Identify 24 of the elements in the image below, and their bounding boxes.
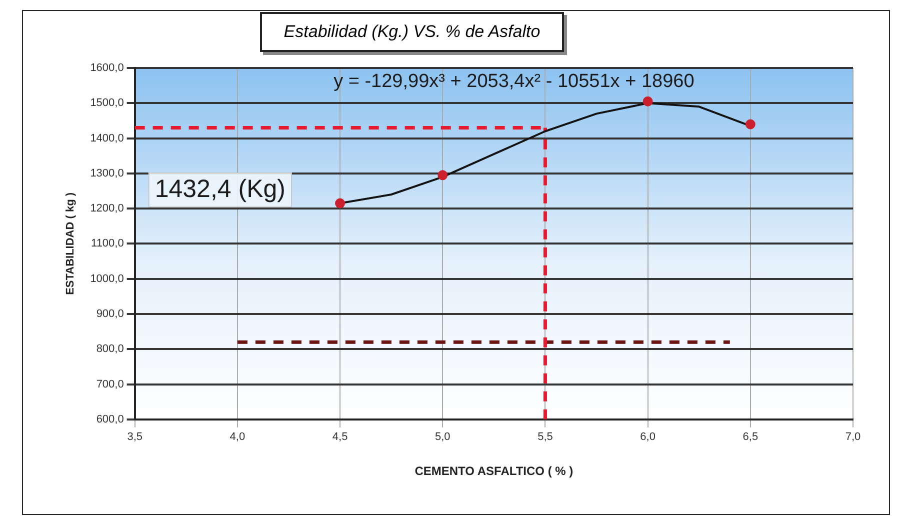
y-tick-label: 900,0 — [96, 308, 124, 320]
x-tick-label: 7,0 — [845, 431, 861, 444]
x-tick-label: 3,5 — [127, 431, 142, 444]
y-tick-label: 700,0 — [96, 378, 124, 390]
y-tick-label: 1600,0 — [90, 62, 124, 74]
y-tick-label: 800,0 — [96, 343, 124, 356]
chart-title: Estabilidad (Kg.) VS. % de Asfalto — [260, 12, 564, 52]
x-tick-label: 6,5 — [742, 431, 758, 444]
y-tick-label: 1000,0 — [90, 272, 124, 285]
annotation: 1432,4 (Kg) — [154, 174, 286, 203]
x-tick-label: 4,0 — [230, 431, 246, 444]
y-tick-label: 1400,0 — [90, 132, 124, 144]
annotation: y = -129,99x³ + 2053,4x² - 10551x + 18960 — [334, 71, 694, 92]
y-tick-label: 1100,0 — [91, 238, 124, 250]
y-tick-label: 1200,0 — [90, 202, 124, 215]
y-tick-label: 600,0 — [96, 413, 124, 426]
x-axis-title: CEMENTO ASFALTICO ( % ) — [414, 464, 574, 478]
x-tick-label: 4,5 — [332, 431, 348, 444]
x-tick-label: 5,5 — [538, 431, 553, 444]
y-tick-label: 1500,0 — [90, 97, 124, 110]
x-tick-label: 6,0 — [640, 431, 656, 444]
y-tick-label: 1300,0 — [90, 167, 124, 180]
y-axis-title: ESTABILIDAD ( kg ) — [64, 192, 77, 295]
x-tick-label: 5,0 — [434, 431, 450, 444]
